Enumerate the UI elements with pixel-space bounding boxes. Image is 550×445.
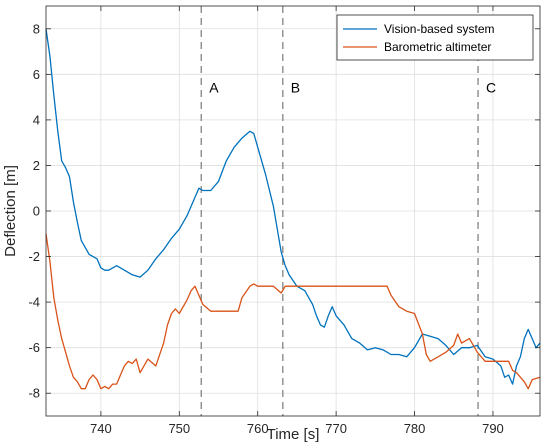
y-tick-label: 6 [33, 67, 40, 82]
x-tick-label: 770 [325, 421, 347, 436]
y-tick-label: 8 [33, 21, 40, 36]
series-line-barometric [45, 233, 541, 390]
y-tick-label: -2 [28, 249, 40, 264]
legend-label-vision: Vision-based system [384, 22, 495, 36]
series-line-vision [45, 28, 541, 385]
y-tick-label: 0 [33, 204, 40, 219]
grid [46, 6, 540, 416]
axis-ticks: 740 750 760 770 780 790 -8 -6 -4 -2 0 2 4 6 8 [28, 6, 540, 436]
y-tick-label: -6 [28, 340, 40, 355]
x-tick-label: 790 [482, 421, 504, 436]
event-label-a: A [209, 80, 219, 96]
y-tick-label: 2 [33, 158, 40, 173]
x-axis-title: Time [s] [267, 426, 320, 443]
x-tick-label: 780 [404, 421, 426, 436]
y-axis-title: Deflection [m] [2, 165, 19, 257]
series-lines [45, 28, 541, 390]
event-markers: A B C [200, 6, 496, 416]
y-tick-label: -4 [28, 295, 40, 310]
legend-label-barometric: Barometric altimeter [384, 40, 491, 54]
x-tick-label: 740 [90, 421, 112, 436]
event-label-c: C [486, 80, 496, 96]
legend: Vision-based system Barometric altimeter [336, 14, 534, 61]
x-tick-label: 750 [168, 421, 190, 436]
x-tick-label: 760 [247, 421, 269, 436]
legend-box [336, 14, 534, 61]
event-label-b: B [291, 80, 300, 96]
y-tick-label: -8 [28, 386, 40, 401]
y-tick-label: 4 [33, 112, 40, 127]
